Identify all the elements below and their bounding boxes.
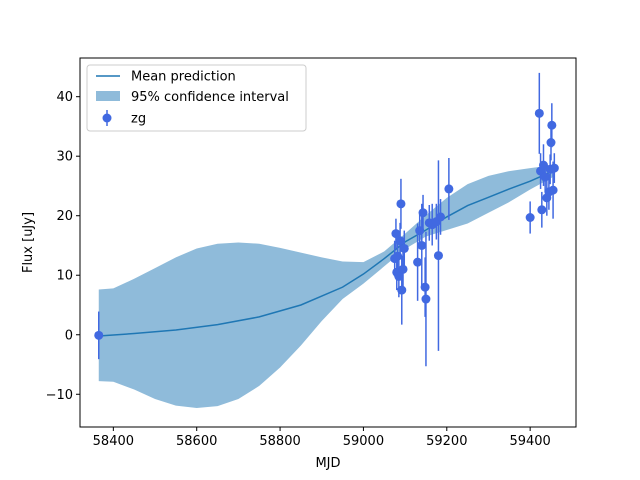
legend-mean-label: Mean prediction <box>131 70 236 85</box>
data-point <box>413 257 423 267</box>
y-tick-label: 30 <box>56 150 73 165</box>
y-tick-label: 20 <box>56 209 73 224</box>
x-axis-label: MJD <box>315 456 340 471</box>
data-point <box>444 184 454 194</box>
data-point <box>397 285 407 295</box>
legend-zg-label: zg <box>131 112 146 127</box>
data-point <box>420 282 430 292</box>
x-tick-label: 59000 <box>343 434 384 449</box>
legend-band-swatch <box>96 91 120 101</box>
y-axis-label: Flux [uJy] <box>21 212 36 273</box>
x-tick-label: 59400 <box>509 434 550 449</box>
data-point <box>548 185 558 195</box>
plot-frame <box>79 57 577 428</box>
y-tick-label: 10 <box>56 269 73 284</box>
mean-line-layer <box>98 170 554 337</box>
data-point <box>94 330 104 340</box>
y-axis-ticks: −10 0 10 20 30 40 <box>46 90 80 403</box>
data-point <box>415 226 425 236</box>
mean-prediction-line <box>98 170 554 337</box>
data-point <box>396 199 406 209</box>
data-point <box>393 251 403 261</box>
y-tick-label: −10 <box>46 388 73 403</box>
data-point <box>395 236 405 246</box>
x-tick-label: 59200 <box>426 434 467 449</box>
data-point <box>547 120 557 130</box>
y-tick-label: 0 <box>65 328 73 343</box>
data-point <box>534 108 544 118</box>
data-point <box>391 229 401 239</box>
data-point <box>546 138 556 148</box>
data-point <box>398 264 408 274</box>
data-point <box>394 271 404 281</box>
confidence-band-layer <box>98 165 554 408</box>
data-point <box>436 212 446 222</box>
data-point <box>540 172 550 182</box>
data-points-layer <box>94 72 559 367</box>
legend-box <box>86 64 307 132</box>
data-point <box>538 160 548 170</box>
legend: Mean prediction 95% confidence interval … <box>86 64 307 132</box>
data-point <box>417 240 427 250</box>
legend-point-swatch <box>102 113 112 123</box>
data-point <box>549 163 559 173</box>
data-point <box>537 205 547 215</box>
confidence-interval-band <box>98 165 554 408</box>
data-point <box>433 251 443 261</box>
data-point <box>418 208 428 218</box>
data-point <box>421 294 431 304</box>
x-axis-ticks: 58400 58600 58800 59000 59200 59400 <box>93 427 551 449</box>
x-tick-label: 58600 <box>176 434 217 449</box>
data-point <box>525 213 535 223</box>
x-tick-label: 58800 <box>259 434 300 449</box>
data-point <box>399 243 409 253</box>
legend-band-label: 95% confidence interval <box>131 90 289 105</box>
y-tick-label: 40 <box>56 90 73 105</box>
x-tick-label: 58400 <box>93 434 134 449</box>
